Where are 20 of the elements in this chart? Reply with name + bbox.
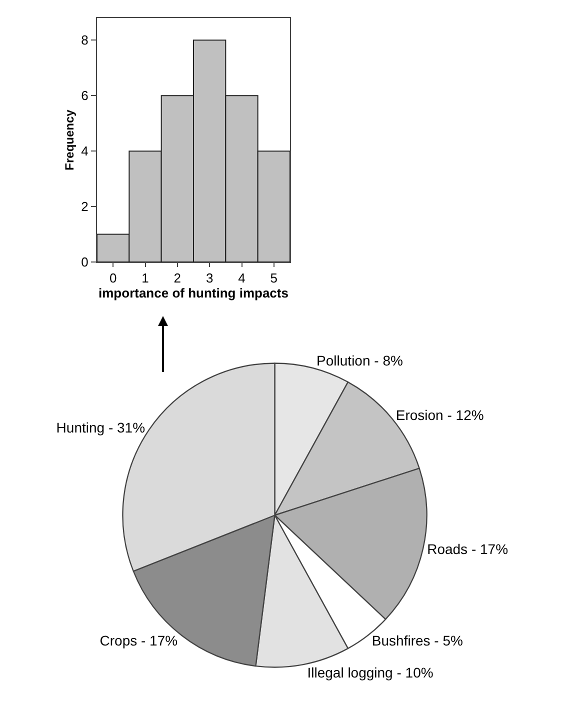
slice-label: Illegal logging - 10% xyxy=(307,664,434,680)
x-tick-label: 1 xyxy=(142,270,149,286)
y-tick-label: 0 xyxy=(81,254,88,270)
slice-label: Bushfires - 5% xyxy=(372,632,463,648)
x-tick-label: 5 xyxy=(270,270,278,286)
y-tick-label: 4 xyxy=(81,144,88,159)
y-tick-label: 8 xyxy=(81,32,88,48)
x-tick-label: 2 xyxy=(174,270,182,286)
slice-label: Erosion - 12% xyxy=(396,407,484,424)
y-tick-label: 6 xyxy=(81,88,88,104)
slice-label: Roads - 17% xyxy=(427,540,508,557)
x-tick-label: 3 xyxy=(206,270,214,286)
x-tick-label: 4 xyxy=(238,270,246,286)
y-axis-title: Frequency xyxy=(62,109,76,170)
slice-label: Hunting - 31% xyxy=(56,419,146,436)
x-axis-title: importance of hunting impacts xyxy=(98,286,288,301)
x-tick-label: 0 xyxy=(109,270,117,286)
slice-label: Crops - 17% xyxy=(100,632,178,648)
slice-label: Pollution - 8% xyxy=(316,352,403,369)
y-tick-label: 2 xyxy=(81,199,88,214)
